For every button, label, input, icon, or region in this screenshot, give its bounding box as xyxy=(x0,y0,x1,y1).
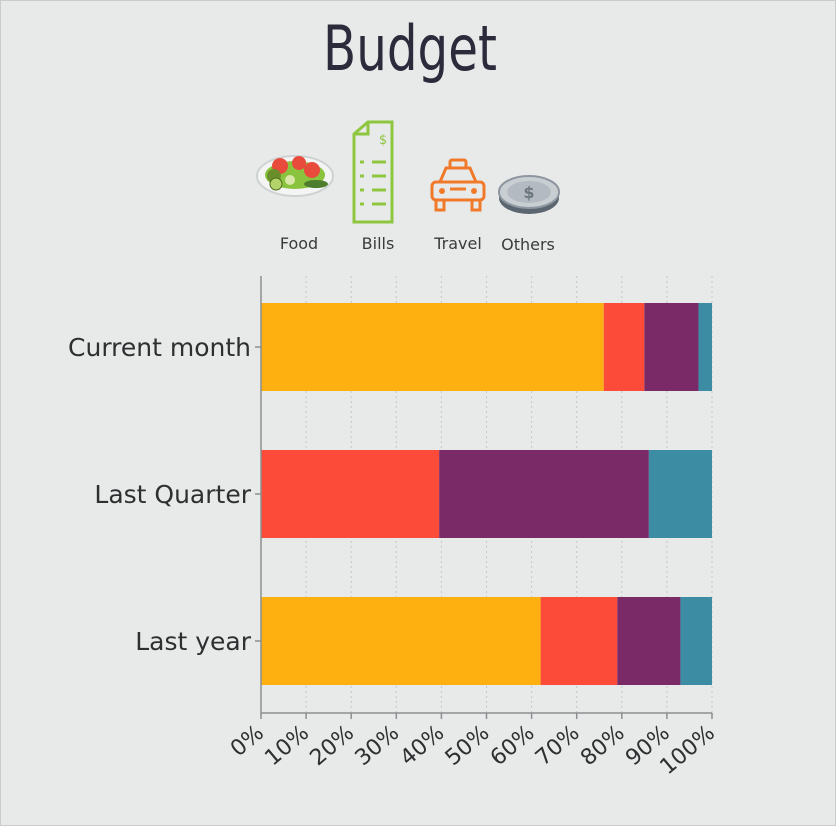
legend-label-bills: Bills xyxy=(361,234,395,253)
bar-segment-travel xyxy=(439,450,649,538)
taxi-icon xyxy=(428,158,488,214)
bill-document-icon: $ xyxy=(350,118,396,226)
bar-segment-others xyxy=(698,303,712,391)
x-tick-label: 60% xyxy=(486,720,540,771)
bar-segment-bills xyxy=(540,597,618,685)
bar-segment-travel xyxy=(617,597,681,685)
bar-segment-travel xyxy=(644,303,699,391)
bar-segment-food xyxy=(261,597,541,685)
x-tick-label: 30% xyxy=(351,720,405,771)
legend-label-travel: Travel xyxy=(434,234,482,253)
legend-label-food: Food xyxy=(279,234,319,253)
chart-title: Budget xyxy=(323,12,497,85)
bar-segment-bills xyxy=(603,303,645,391)
coin-icon: $ xyxy=(496,170,562,218)
category-label: Last Quarter xyxy=(94,480,251,509)
x-tick-label: 10% xyxy=(260,720,314,771)
x-tick-label: 50% xyxy=(441,720,495,771)
x-tick-label: 70% xyxy=(531,720,585,771)
category-label: Current month xyxy=(68,333,251,362)
x-tick-label: 20% xyxy=(306,720,360,771)
x-tick-label: 40% xyxy=(396,720,450,771)
svg-text:$: $ xyxy=(523,183,534,202)
svg-text:$: $ xyxy=(379,133,387,148)
legend-label-others: Others xyxy=(501,235,555,254)
bar-segment-bills xyxy=(261,450,440,538)
bar-segment-others xyxy=(680,597,712,685)
category-label: Last year xyxy=(135,627,252,656)
salad-plate-icon xyxy=(254,146,336,202)
bar-segment-food xyxy=(261,303,604,391)
x-tick-label: 80% xyxy=(576,720,630,771)
bar-segment-others xyxy=(648,450,712,538)
